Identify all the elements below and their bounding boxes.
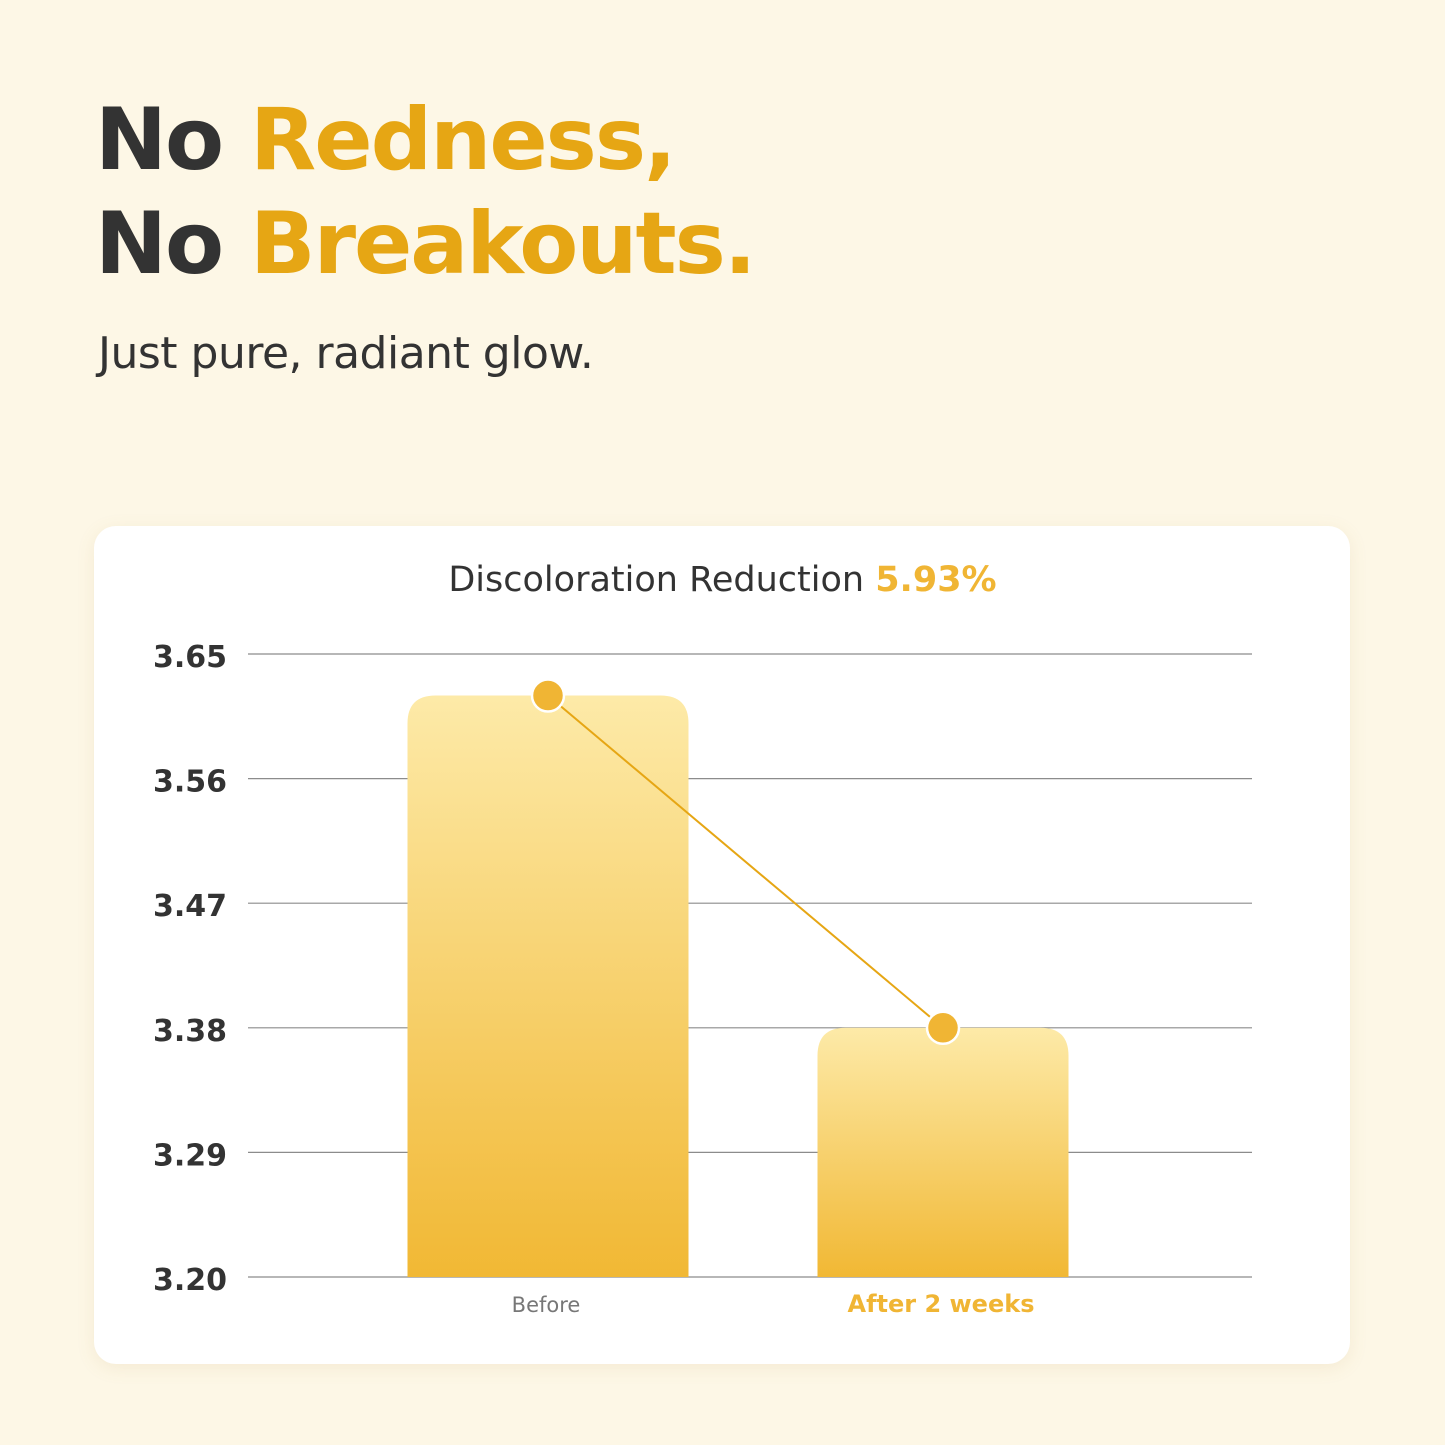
chart-card: [94, 526, 1350, 1364]
gridlines: [248, 653, 1252, 1278]
bar-after-2-weeks: [817, 1027, 1069, 1277]
data-point-marker: [925, 1010, 961, 1046]
bar-before: [407, 695, 689, 1277]
y-tick-label: 3.56: [153, 765, 227, 800]
x-category-label: After 2 weeks: [848, 1290, 1035, 1318]
y-tick-label: 3.29: [153, 1138, 227, 1173]
headline-line-1: No Redness,: [95, 90, 677, 190]
chart-title: Discoloration Reduction 5.93%: [0, 560, 1445, 600]
bars: [407, 695, 1069, 1277]
y-tick-label: 3.65: [153, 640, 227, 675]
y-tick-label: 3.20: [153, 1263, 227, 1298]
chart-title-value: 5.93%: [875, 560, 997, 600]
trend-line-group: [530, 678, 961, 1046]
x-category-label: Before: [512, 1293, 581, 1317]
chart-title-text: Discoloration Reduction: [448, 560, 865, 600]
subheadline: Just pure, radiant glow.: [98, 328, 594, 379]
y-tick-label: 3.47: [153, 889, 227, 924]
trend-line: [547, 694, 944, 1029]
axis-labels: 3.65 3.56 3.47 3.38 3.29 3.20 Before After 2 we…: [153, 640, 1035, 1318]
y-tick-label: 3.38: [153, 1014, 227, 1049]
headline-line-2: No Breakouts.: [95, 194, 757, 294]
headline: No Redness, No Breakouts.: [95, 88, 757, 296]
data-point-marker: [530, 678, 566, 713]
